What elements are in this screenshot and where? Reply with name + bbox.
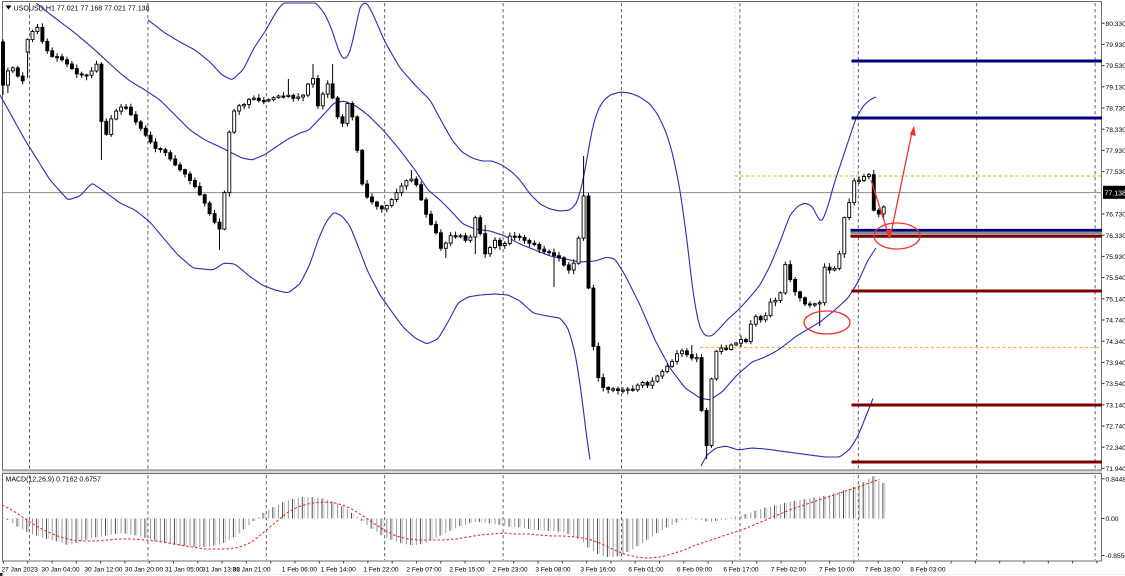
svg-text:72.340: 72.340 — [1106, 445, 1125, 452]
svg-text:77.138: 77.138 — [1105, 190, 1125, 197]
svg-text:3 Feb 08:00: 3 Feb 08:00 — [535, 567, 571, 574]
svg-text:6 Feb 09:00: 6 Feb 09:00 — [677, 567, 713, 574]
svg-text:30 Jan 20:00: 30 Jan 20:00 — [125, 567, 163, 574]
svg-text:8 Feb 03:00: 8 Feb 03:00 — [910, 567, 946, 574]
svg-text:3 Feb 16:00: 3 Feb 16:00 — [580, 567, 616, 574]
svg-text:77.930: 77.930 — [1106, 148, 1125, 155]
svg-text:79.130: 79.130 — [1106, 84, 1125, 91]
svg-text:76.330: 76.330 — [1106, 233, 1125, 240]
svg-text:31 Jan 13:00: 31 Jan 13:00 — [202, 567, 240, 574]
svg-text:74.340: 74.340 — [1106, 339, 1125, 346]
svg-text:1 Feb 22:00: 1 Feb 22:00 — [363, 567, 399, 574]
svg-text:MACD(12,26,9) 0.7162 0.6757: MACD(12,26,9) 0.7162 0.6757 — [6, 477, 101, 484]
svg-text:31 Jan 05:00: 31 Jan 05:00 — [165, 567, 203, 574]
svg-text:0.8448: 0.8448 — [1106, 476, 1125, 483]
svg-text:78.330: 78.330 — [1106, 127, 1125, 134]
svg-text:79.930: 79.930 — [1106, 42, 1125, 49]
svg-text:73.140: 73.140 — [1106, 402, 1125, 409]
svg-text:2 Feb 15:00: 2 Feb 15:00 — [449, 567, 485, 574]
svg-text:79.530: 79.530 — [1106, 63, 1125, 70]
svg-text:73.540: 73.540 — [1106, 381, 1125, 388]
svg-text:6 Feb 01:00: 6 Feb 01:00 — [628, 567, 664, 574]
svg-text:1 Feb 06:00: 1 Feb 06:00 — [282, 567, 318, 574]
svg-text:7 Feb 10:00: 7 Feb 10:00 — [819, 567, 855, 574]
svg-text:74.740: 74.740 — [1106, 318, 1125, 325]
svg-text:72.740: 72.740 — [1106, 424, 1125, 431]
svg-text:75.540: 75.540 — [1106, 275, 1125, 282]
svg-text:78.730: 78.730 — [1106, 106, 1125, 113]
svg-text:7 Feb 02:00: 7 Feb 02:00 — [771, 567, 807, 574]
svg-text:0.00: 0.00 — [1106, 516, 1119, 523]
svg-text:2 Feb 23:00: 2 Feb 23:00 — [492, 567, 528, 574]
svg-text:80.330: 80.330 — [1106, 21, 1125, 28]
svg-text:71.940: 71.940 — [1106, 466, 1125, 473]
svg-text:7 Feb 18:00: 7 Feb 18:00 — [865, 567, 901, 574]
svg-text:31 Jan 21:00: 31 Jan 21:00 — [232, 567, 270, 574]
svg-text:73.940: 73.940 — [1106, 360, 1125, 367]
svg-text:USOUSD,H1 77.021 77.168 77.021: USOUSD,H1 77.021 77.168 77.021 77.138 — [14, 4, 150, 12]
svg-text:75.140: 75.140 — [1106, 296, 1125, 303]
svg-text:-0.8554: -0.8554 — [1106, 553, 1125, 560]
svg-text:6 Feb 17:00: 6 Feb 17:00 — [723, 567, 759, 574]
svg-text:30 Jan 04:00: 30 Jan 04:00 — [41, 567, 79, 574]
svg-text:2 Feb 07:00: 2 Feb 07:00 — [406, 567, 442, 574]
svg-text:27 Jan 2023: 27 Jan 2023 — [2, 567, 39, 574]
svg-text:76.730: 76.730 — [1106, 212, 1125, 219]
svg-text:75.930: 75.930 — [1106, 254, 1125, 261]
svg-text:30 Jan 12:00: 30 Jan 12:00 — [84, 567, 122, 574]
svg-text:1 Feb 14:00: 1 Feb 14:00 — [321, 567, 357, 574]
svg-text:77.530: 77.530 — [1106, 169, 1125, 176]
